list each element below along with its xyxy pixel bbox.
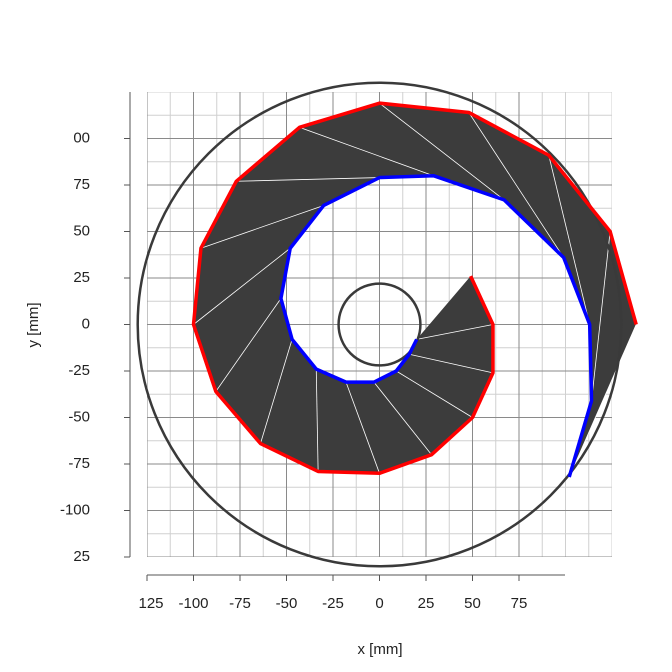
hatch-line: [315, 369, 319, 472]
y-tick-label: 25: [73, 548, 90, 565]
hatch-line: [396, 370, 473, 418]
y-tick-label: -50: [68, 408, 90, 425]
hatch-line: [193, 247, 291, 325]
x-tick-label: 50: [464, 595, 481, 612]
y-tick-label: -25: [68, 362, 90, 379]
y-tick-label: -100: [60, 501, 90, 518]
x-tick-label: 125: [138, 595, 163, 612]
plot: [136, 81, 638, 568]
circle: [337, 282, 422, 367]
hatch-line: [468, 112, 564, 258]
x-tick-label: -25: [322, 595, 344, 612]
hatch-line: [260, 339, 293, 444]
x-tick-label: -75: [229, 595, 251, 612]
y-axis-label: y [mm]: [25, 303, 42, 348]
y-tick-label: 0: [82, 315, 90, 332]
hatch-line: [215, 298, 282, 392]
x-tick-label: -100: [178, 595, 208, 612]
y-tick-label: 75: [73, 176, 90, 193]
circle: [136, 81, 623, 568]
hatch-line: [299, 126, 434, 177]
hatch-line: [416, 324, 494, 340]
y-tick-label: -75: [68, 455, 90, 472]
hatch-line: [236, 177, 380, 182]
curve: [191, 101, 638, 476]
hatch-line: [591, 231, 611, 401]
hatch-line: [200, 205, 324, 249]
hatch-line: [409, 353, 494, 374]
hatch-line: [345, 382, 380, 474]
hatch-line: [568, 324, 637, 478]
x-tick-label: 25: [418, 595, 435, 612]
hatch-line: [548, 155, 591, 325]
x-tick-label: -50: [276, 595, 298, 612]
curve: [279, 173, 594, 478]
x-tick-label: 75: [511, 595, 528, 612]
y-tick-label: 00: [73, 129, 90, 146]
x-axis-label: x [mm]: [358, 641, 403, 658]
y-tick-label: 50: [73, 222, 90, 239]
hatch-line: [373, 381, 432, 455]
y-tick-label: 25: [73, 269, 90, 286]
hatch-line: [379, 102, 505, 201]
hatch-band: [193, 103, 637, 478]
x-tick-label: 0: [375, 595, 383, 612]
